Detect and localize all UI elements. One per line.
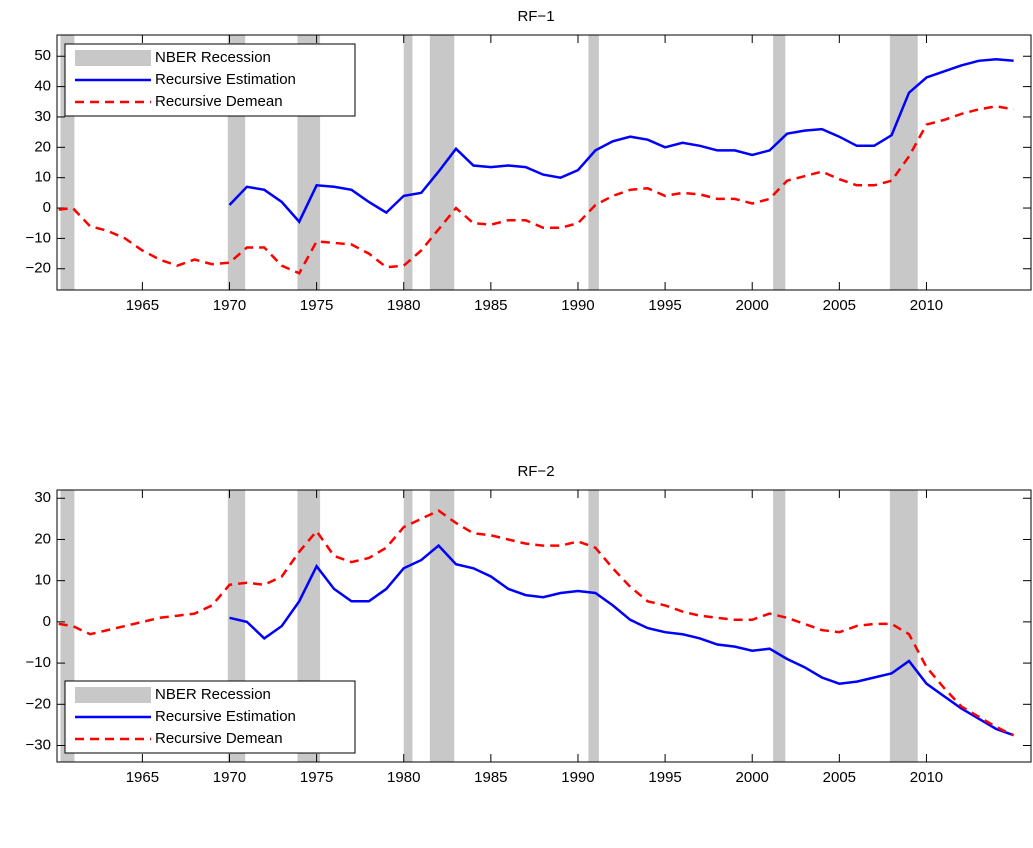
x-tick-label: 1970: [213, 297, 246, 314]
y-tick-label: 40: [34, 78, 51, 95]
legend-label: Recursive Demean: [155, 93, 283, 110]
recession-band: [403, 490, 413, 762]
x-tick-label: 2000: [736, 769, 769, 786]
x-tick-label: 2000: [736, 297, 769, 314]
y-tick-label: 50: [34, 47, 51, 64]
x-tick-label: 2010: [910, 769, 943, 786]
legend-label: NBER Recession: [155, 686, 271, 703]
y-tick-label: −20: [26, 260, 51, 277]
x-tick-label: 1990: [561, 769, 594, 786]
panel: 1965 1970 1975 1980 1985 1990 1995 2000 2005 2010…: [26, 463, 1032, 786]
y-tick-label: 20: [34, 138, 51, 155]
data-line: [58, 509, 1015, 737]
legend-label: Recursive Estimation: [155, 708, 296, 725]
x-tick-label: 1995: [648, 769, 681, 786]
x-tick-label: 1975: [300, 297, 333, 314]
y-tick-label: 0: [43, 613, 51, 630]
x-tick-label: 1970: [213, 769, 246, 786]
x-tick-label: 2005: [823, 297, 856, 314]
data-line: [229, 543, 1015, 737]
chart-title: RF−2: [517, 463, 554, 480]
y-tick-label: 30: [34, 489, 51, 506]
chart-title: RF−1: [517, 8, 554, 25]
y-tick-label: −30: [26, 736, 51, 753]
y-tick-label: 20: [34, 530, 51, 547]
y-tick-label: −10: [26, 654, 51, 671]
x-tick-label: 1965: [126, 769, 159, 786]
legend-label: Recursive Demean: [155, 730, 283, 747]
legend: NBER Recession Recursive Estimation Recurs…: [64, 680, 356, 754]
x-tick-label: 1985: [474, 769, 507, 786]
recession-band: [773, 35, 786, 290]
y-tick-label: −20: [26, 695, 51, 712]
y-tick-label: 30: [34, 108, 51, 125]
x-tick-label: 1990: [561, 297, 594, 314]
panel: 1965 1970 1975 1980 1985 1990 1995 2000 2005 2010…: [26, 8, 1032, 314]
x-tick-label: 1995: [648, 297, 681, 314]
x-tick-label: 1980: [387, 769, 420, 786]
x-tick-label: 2005: [823, 769, 856, 786]
recession-band: [773, 490, 786, 762]
recession-band: [588, 35, 599, 290]
legend: NBER Recession Recursive Estimation Recurs…: [64, 43, 356, 117]
x-tick-label: 1965: [126, 297, 159, 314]
x-tick-label: 1980: [387, 297, 420, 314]
legend-label: NBER Recession: [155, 49, 271, 66]
x-tick-label: 1985: [474, 297, 507, 314]
x-tick-label: 1975: [300, 769, 333, 786]
recession-band: [429, 490, 455, 762]
y-tick-label: 0: [43, 199, 51, 216]
y-tick-label: −10: [26, 229, 51, 246]
y-tick-label: 10: [34, 572, 51, 589]
legend-swatch: [75, 50, 151, 66]
x-tick-label: 2010: [910, 297, 943, 314]
axes-box: [56, 489, 1032, 763]
legend-swatch: [75, 687, 151, 703]
data-line: [58, 105, 1014, 275]
axes-box: [56, 34, 1032, 291]
recession-band: [429, 35, 455, 290]
recession-band: [403, 35, 413, 290]
legend-label: Recursive Estimation: [155, 71, 296, 88]
recession-band: [588, 490, 599, 762]
data-line: [228, 58, 1014, 224]
y-tick-label: 10: [34, 169, 51, 186]
